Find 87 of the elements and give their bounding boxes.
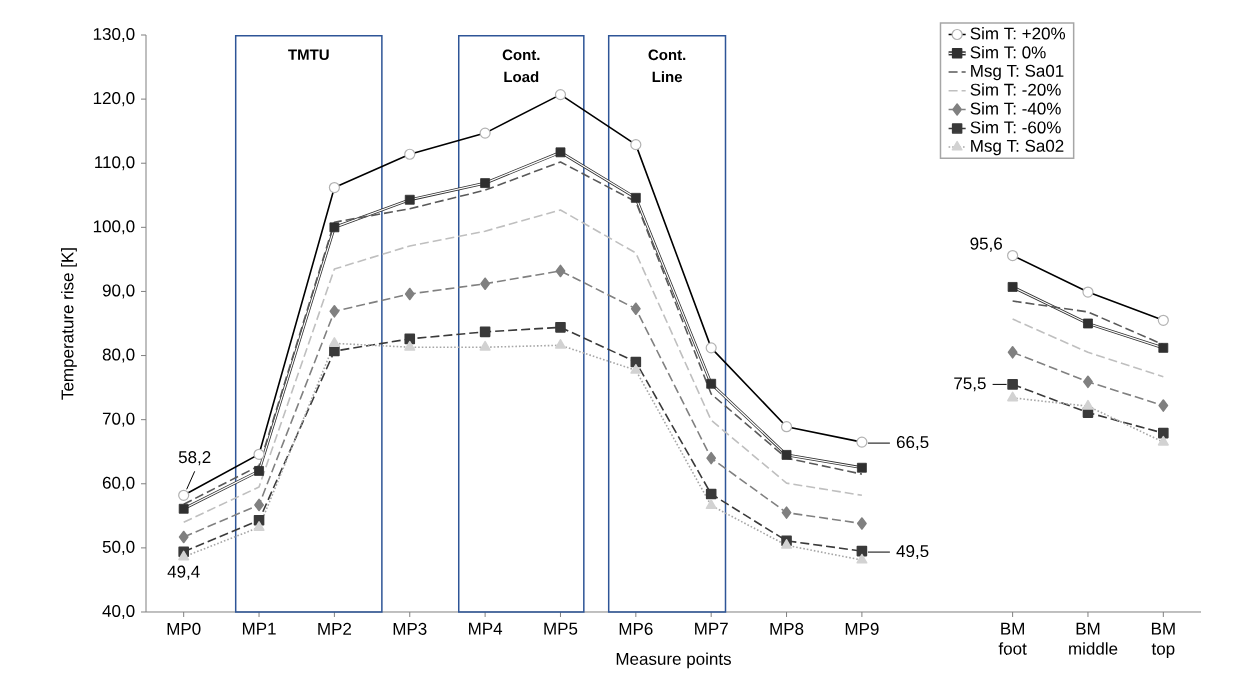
point (706, 451, 717, 465)
annotation: Cont. Load (502, 49, 540, 83)
x-tick-label: MP1 (242, 622, 276, 635)
annotation: Cont. Line (648, 49, 686, 83)
legend-label: Msg T: Sa02 (971, 139, 1064, 156)
x-tick-label: MP6 (619, 622, 653, 635)
point (480, 178, 491, 188)
point (554, 338, 567, 349)
point (329, 222, 340, 233)
point (1007, 282, 1018, 292)
y-tick-label: 50,0 (102, 540, 135, 555)
legend-label: Sim T: 0% (970, 45, 1046, 59)
point (329, 305, 340, 318)
y-tick-label: 60,0 (102, 476, 135, 491)
y-tick-label: 80,0 (102, 348, 135, 363)
point (479, 326, 491, 338)
point (555, 147, 566, 158)
point (178, 503, 189, 514)
point (780, 539, 793, 549)
point (630, 192, 641, 203)
point (1158, 342, 1169, 353)
data-label: 95,6 (970, 237, 1002, 252)
point (630, 302, 641, 316)
point (1158, 427, 1169, 439)
point (253, 521, 265, 531)
point (706, 378, 717, 389)
y-tick-label: 120,0 (93, 92, 135, 107)
point (404, 333, 416, 345)
point (480, 277, 491, 291)
legend-label: Sim T: +20% (970, 27, 1066, 40)
point (1157, 435, 1169, 446)
x-tick-label: MP8 (770, 622, 804, 635)
data-label: 75,5 (954, 377, 986, 392)
data-label: 58,2 (178, 451, 211, 466)
point (178, 530, 189, 544)
point (1007, 379, 1018, 390)
point (856, 553, 868, 564)
x-tick-label: MP3 (393, 622, 427, 635)
y-tick-label: 70,0 (102, 412, 135, 427)
point (329, 345, 340, 357)
y-tick-label: 130,0 (93, 27, 135, 43)
x-tick-label: MP2 (318, 622, 352, 635)
point (404, 340, 416, 351)
legend-label: Sim T: -20% (970, 83, 1061, 96)
point (705, 499, 717, 510)
point (555, 264, 566, 278)
point (328, 337, 340, 347)
point (254, 466, 264, 476)
point (479, 340, 491, 351)
x-tick-label: MP4 (469, 622, 503, 635)
y-tick-label: 90,0 (102, 284, 135, 299)
point (705, 488, 717, 500)
x-tick-label: MP7 (695, 622, 728, 635)
x-tick-label: MP9 (845, 622, 879, 635)
point (1082, 399, 1094, 410)
point (1158, 399, 1169, 412)
point (1007, 391, 1019, 402)
x-tick-label: BM top (1151, 622, 1175, 659)
point (781, 450, 792, 460)
annotation: TMTU (288, 49, 329, 60)
point (781, 506, 792, 519)
point (1083, 318, 1093, 329)
x-tick-label: BM middle (1069, 622, 1118, 655)
point (555, 322, 566, 333)
y-tick-label: 110,0 (95, 156, 135, 171)
point (178, 550, 190, 561)
point (1007, 346, 1018, 359)
point (856, 517, 867, 530)
y-tick-label: 40,0 (102, 604, 135, 620)
x-tick-label: BM foot (998, 622, 1027, 655)
data-label: 49,5 (896, 545, 929, 560)
data-label: 49,4 (167, 565, 200, 580)
point (857, 462, 867, 473)
point (404, 194, 415, 205)
x-tick-label: MP0 (167, 622, 201, 635)
point (254, 498, 264, 512)
point (1083, 375, 1093, 389)
legend-label: Sim T: -60% (970, 120, 1061, 134)
point (630, 363, 642, 374)
legend-label: Sim T: -40% (970, 102, 1061, 115)
x-axis-title: Measure points (616, 652, 731, 669)
point (404, 287, 415, 301)
y-axis-title: Temperature rise [K] (61, 248, 77, 400)
data-label: 66,5 (896, 436, 929, 451)
y-tick-label: 100,0 (93, 220, 135, 235)
legend-label: Msg T: Sa01 (971, 64, 1064, 81)
x-tick-label: MP5 (544, 622, 578, 635)
